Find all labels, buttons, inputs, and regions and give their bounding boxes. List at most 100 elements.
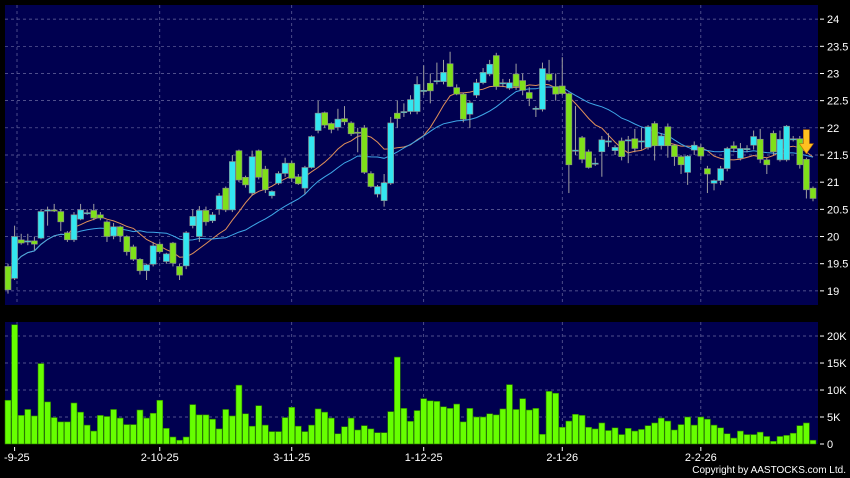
volume-bar (756, 431, 764, 445)
volume-bar (453, 403, 460, 445)
candle-body (684, 155, 691, 173)
candle-body (466, 102, 474, 115)
candle-body (730, 145, 738, 149)
volume-bar (136, 409, 144, 445)
candle-body (374, 186, 381, 195)
candle (638, 127, 645, 150)
candle-body (361, 127, 368, 173)
volume-bar (163, 428, 170, 445)
candle (255, 149, 263, 180)
volume-bar (103, 416, 111, 445)
candle (281, 157, 289, 177)
candle-body (453, 87, 460, 95)
candle-body (110, 226, 117, 237)
volume-bar (209, 418, 216, 445)
volume-bar (776, 436, 784, 445)
candle (413, 76, 421, 115)
volume-tick-label: 5K (827, 412, 841, 424)
candle (750, 130, 757, 150)
volume-bar (499, 408, 507, 445)
volume-bar (83, 424, 91, 445)
candle (215, 193, 223, 215)
candle (394, 100, 401, 128)
volume-tick-label: 20K (827, 331, 847, 343)
candle-body (565, 93, 573, 166)
candle (624, 135, 632, 164)
candle (420, 65, 427, 96)
price-tick-label: 24 (827, 14, 839, 26)
price-tick-label: 21 (827, 177, 839, 189)
candle (525, 87, 533, 107)
candle (103, 220, 111, 242)
candle (499, 78, 507, 88)
candle-body (585, 151, 592, 168)
volume-bar (130, 424, 137, 445)
volume-bar (710, 424, 718, 445)
volume-bar (459, 421, 467, 445)
volume-bar (618, 434, 625, 445)
volume-bar (176, 439, 183, 445)
volume-bar (690, 424, 698, 445)
candle-body (50, 209, 58, 212)
volume-bar (532, 408, 540, 445)
candle (690, 141, 698, 155)
volume-bar (591, 428, 599, 445)
candle-body (710, 180, 718, 184)
volume-bar (796, 425, 804, 445)
volume-bar (275, 431, 282, 445)
candle (756, 128, 764, 164)
volume-tick-label: 0 (827, 439, 833, 451)
candle-body (512, 73, 520, 87)
candle-body (136, 259, 144, 272)
candle-body (295, 176, 302, 185)
candle-body (90, 210, 98, 219)
candle-body (433, 80, 441, 83)
volume-bar (770, 441, 777, 445)
volume-bar (539, 433, 546, 445)
candle-body (328, 123, 335, 130)
candle (222, 186, 230, 213)
candle (539, 62, 546, 112)
candle-body (664, 126, 672, 147)
candle (242, 175, 249, 188)
candle (387, 116, 395, 185)
volume-bar (77, 411, 84, 445)
volume-bar (631, 430, 639, 445)
volume-bar (545, 391, 553, 445)
candle (783, 125, 790, 162)
candle-body (459, 93, 467, 120)
candle-body (209, 214, 216, 222)
candle-body (354, 131, 362, 134)
candle (156, 241, 164, 253)
volume-bar (374, 432, 381, 445)
volume-bar (24, 409, 32, 445)
volume-bar (202, 414, 210, 445)
candle (136, 258, 144, 275)
candle-body (281, 162, 289, 174)
candle (585, 149, 592, 169)
candle-body (796, 138, 804, 166)
candle (209, 212, 216, 223)
candle (565, 92, 573, 194)
volume-bar (169, 436, 177, 445)
candle (440, 59, 447, 85)
candle (17, 233, 25, 245)
candle-body (123, 236, 131, 253)
candle-body (420, 90, 427, 92)
candle-body (248, 156, 256, 194)
candle-body (64, 232, 71, 241)
candle (545, 59, 553, 82)
candle (268, 190, 276, 199)
candle-body (44, 209, 51, 212)
candle-body (473, 82, 480, 96)
candle-body (591, 162, 599, 165)
candle-body (624, 139, 632, 142)
volume-bar (37, 363, 45, 445)
candle-body (235, 150, 243, 181)
candle-body (222, 187, 230, 211)
volume-bar (558, 426, 566, 445)
candle-body (116, 226, 124, 237)
candle-body (618, 140, 625, 157)
candle-body (347, 122, 355, 135)
candle (717, 165, 724, 185)
